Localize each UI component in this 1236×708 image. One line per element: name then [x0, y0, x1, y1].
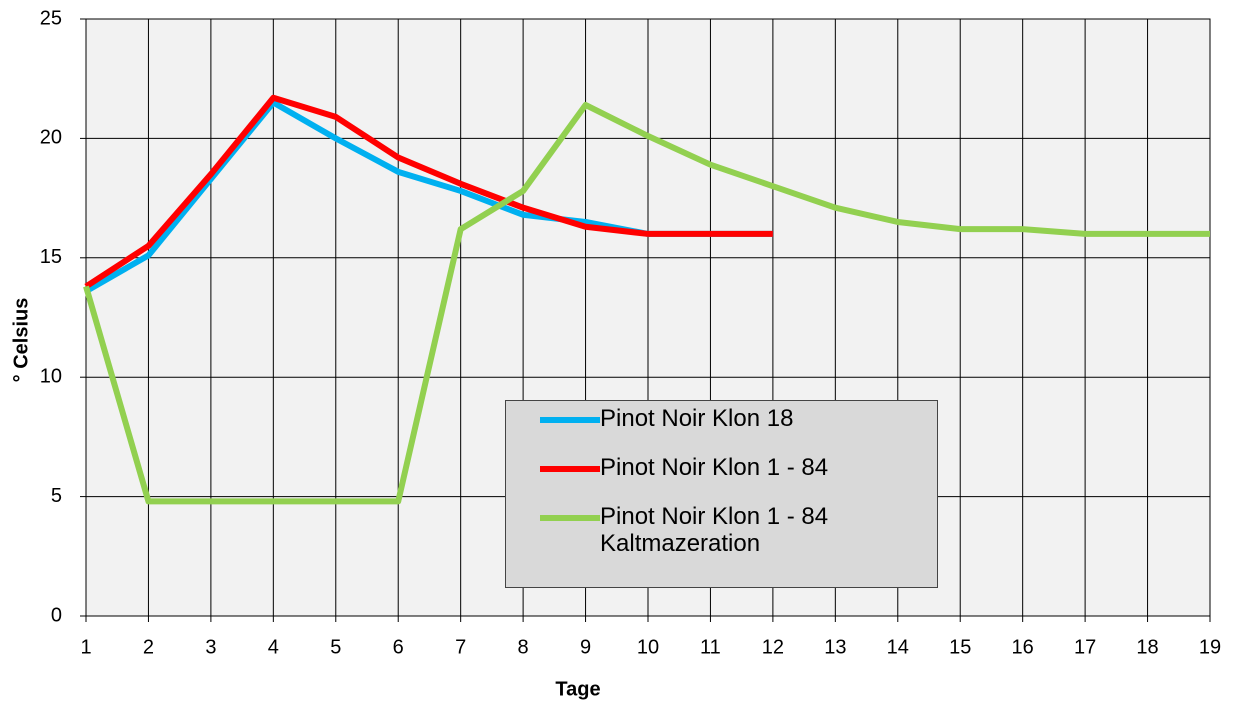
legend-label: Pinot Noir Klon 1 - 84 Kaltmazeration	[600, 503, 829, 557]
x-tick-label: 15	[949, 636, 971, 658]
legend-entry: Pinot Noir Klon 18	[540, 405, 937, 432]
y-axis-title: ° Celsius	[10, 298, 32, 383]
legend-entry: Pinot Noir Klon 1 - 84 Kaltmazeration	[540, 503, 937, 557]
y-tick-label: 20	[40, 127, 62, 149]
y-tick-label: 10	[40, 365, 62, 387]
legend-label: Pinot Noir Klon 18	[600, 405, 794, 432]
x-tick-label: 6	[393, 636, 404, 658]
legend-entry: Pinot Noir Klon 1 - 84	[540, 454, 937, 481]
x-tick-label: 1	[80, 636, 91, 658]
legend: Pinot Noir Klon 18 Pinot Noir Klon 1 - 84…	[505, 400, 938, 588]
x-tick-label: 7	[455, 636, 466, 658]
legend-swatch	[540, 515, 600, 521]
plot-border	[85, 18, 1211, 617]
y-tick-label: 15	[40, 246, 62, 268]
y-tick-label: 5	[51, 485, 62, 507]
x-tick-label: 4	[268, 636, 279, 658]
x-tick-label: 17	[1074, 636, 1096, 658]
legend-label: Pinot Noir Klon 1 - 84	[600, 454, 829, 481]
legend-swatch	[540, 466, 600, 472]
x-tick-label: 13	[824, 636, 846, 658]
legend-swatch	[540, 417, 600, 423]
x-tick-label: 9	[580, 636, 591, 658]
x-tick-label: 12	[762, 636, 784, 658]
x-tick-label: 11	[700, 636, 721, 658]
x-tick-label: 5	[330, 636, 341, 658]
series-line	[83, 101, 1210, 505]
x-tick-label: 10	[637, 636, 659, 658]
x-axis-title: Tage	[555, 678, 600, 700]
x-tick-label: 16	[1012, 636, 1034, 658]
x-tick-label: 18	[1136, 636, 1158, 658]
x-tick-label: 8	[518, 636, 529, 658]
x-tick-label: 14	[887, 636, 909, 658]
y-tick-label: 25	[40, 7, 62, 29]
y-tick-label: 0	[51, 604, 62, 626]
x-tick-label: 3	[205, 636, 216, 658]
series-line	[84, 94, 773, 289]
x-tick-label: 2	[143, 636, 154, 658]
x-tick-label: 19	[1199, 636, 1221, 658]
